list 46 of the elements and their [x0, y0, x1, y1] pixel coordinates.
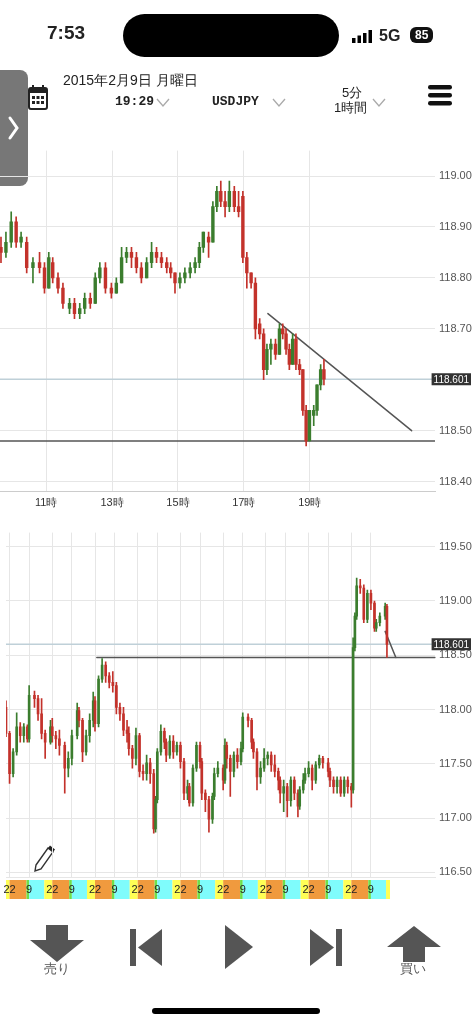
y-tick-label: 118.80	[439, 270, 472, 283]
x-tick-label: 13時	[100, 496, 124, 509]
y-tick-label: 117.50	[439, 756, 472, 769]
y-tick-label: 119.50	[439, 539, 472, 552]
x-tick-label: 19時	[298, 496, 322, 509]
text: 5分	[342, 84, 363, 101]
x-tick-label: 22	[131, 883, 144, 896]
y-tick-label: 119.00	[439, 594, 472, 607]
x-tick-label: 9	[325, 883, 332, 896]
text: 7:53	[47, 22, 86, 44]
ref-line-label: 118.601	[433, 373, 470, 385]
y-tick-label: 117.00	[439, 811, 472, 824]
x-tick-label: 17時	[232, 496, 256, 509]
y-tick-label: 118.90	[439, 220, 472, 233]
x-tick-label: 9	[196, 883, 204, 896]
x-tick-label: 9	[282, 883, 289, 896]
chart-title: 2015年2月9日 月曜日	[63, 72, 198, 90]
x-tick-label: 22	[259, 883, 273, 896]
y-tick-label: 119.00	[439, 169, 472, 182]
text: 19:29	[115, 94, 155, 109]
x-tick-label: 22	[174, 883, 187, 896]
y-tick-label: 116.50	[439, 865, 472, 878]
x-tick-label: 22	[217, 883, 230, 896]
x-tick-label: 22	[345, 883, 358, 896]
y-tick-label: 118.00	[439, 702, 472, 715]
x-tick-label: 9	[26, 883, 33, 896]
text: 売り	[44, 960, 70, 978]
text: 1時間	[334, 99, 368, 117]
x-tick-label: 9	[111, 883, 118, 896]
y-tick-label: 118.50	[439, 648, 472, 661]
x-tick-label: 9	[68, 883, 75, 896]
text: 85	[410, 27, 434, 43]
text: USDJPY	[212, 94, 259, 109]
y-tick-label: 118.50	[439, 423, 472, 436]
x-tick-label: 22	[88, 883, 102, 896]
ref-line-label: 118.601	[433, 638, 470, 650]
y-tick-label: 118.70	[439, 321, 472, 334]
x-tick-label: 9	[367, 883, 374, 896]
text: 買い	[400, 960, 426, 978]
x-tick-label: 9	[154, 883, 161, 896]
x-tick-label: 15時	[166, 496, 190, 509]
text: 5G	[379, 27, 401, 45]
x-tick-label: 11時	[34, 496, 58, 509]
y-tick-label: 118.40	[439, 474, 472, 487]
x-tick-label: 22	[302, 883, 315, 896]
x-tick-label: 22	[46, 883, 59, 896]
